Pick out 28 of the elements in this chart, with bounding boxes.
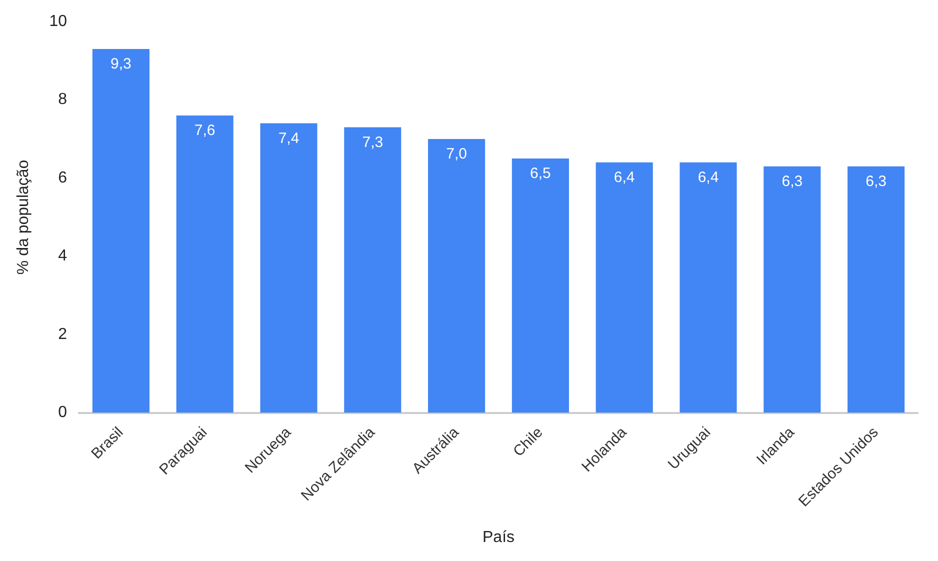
bar	[848, 166, 905, 413]
data-label: 6,3	[782, 172, 803, 190]
y-tick-label: 8	[58, 91, 68, 108]
data-label: 7,3	[362, 134, 384, 151]
y-axis-title: % da população	[15, 160, 32, 275]
data-label: 7,6	[194, 122, 216, 140]
x-axis-title: País	[482, 528, 515, 546]
bar	[260, 123, 318, 413]
data-label: 6,5	[530, 165, 551, 182]
y-tick-label: 4	[58, 248, 68, 265]
data-label: 7,0	[446, 146, 467, 163]
bar	[596, 162, 653, 413]
y-tick-label: 6	[58, 169, 68, 186]
bar	[764, 166, 821, 413]
bar	[680, 162, 737, 413]
bar	[176, 115, 234, 413]
data-label: 7,4	[278, 130, 300, 147]
bar	[428, 138, 486, 413]
y-tick-label: 10	[49, 13, 68, 30]
y-tick-label: 2	[58, 326, 68, 343]
data-label: 6,4	[614, 169, 635, 186]
data-label: 6,4	[698, 169, 719, 186]
bar	[344, 127, 402, 413]
y-tick-label: 0	[58, 404, 68, 422]
data-label: 6,3	[866, 172, 886, 190]
data-label: 9,3	[110, 56, 132, 73]
bar	[512, 158, 569, 413]
bar	[92, 48, 150, 413]
